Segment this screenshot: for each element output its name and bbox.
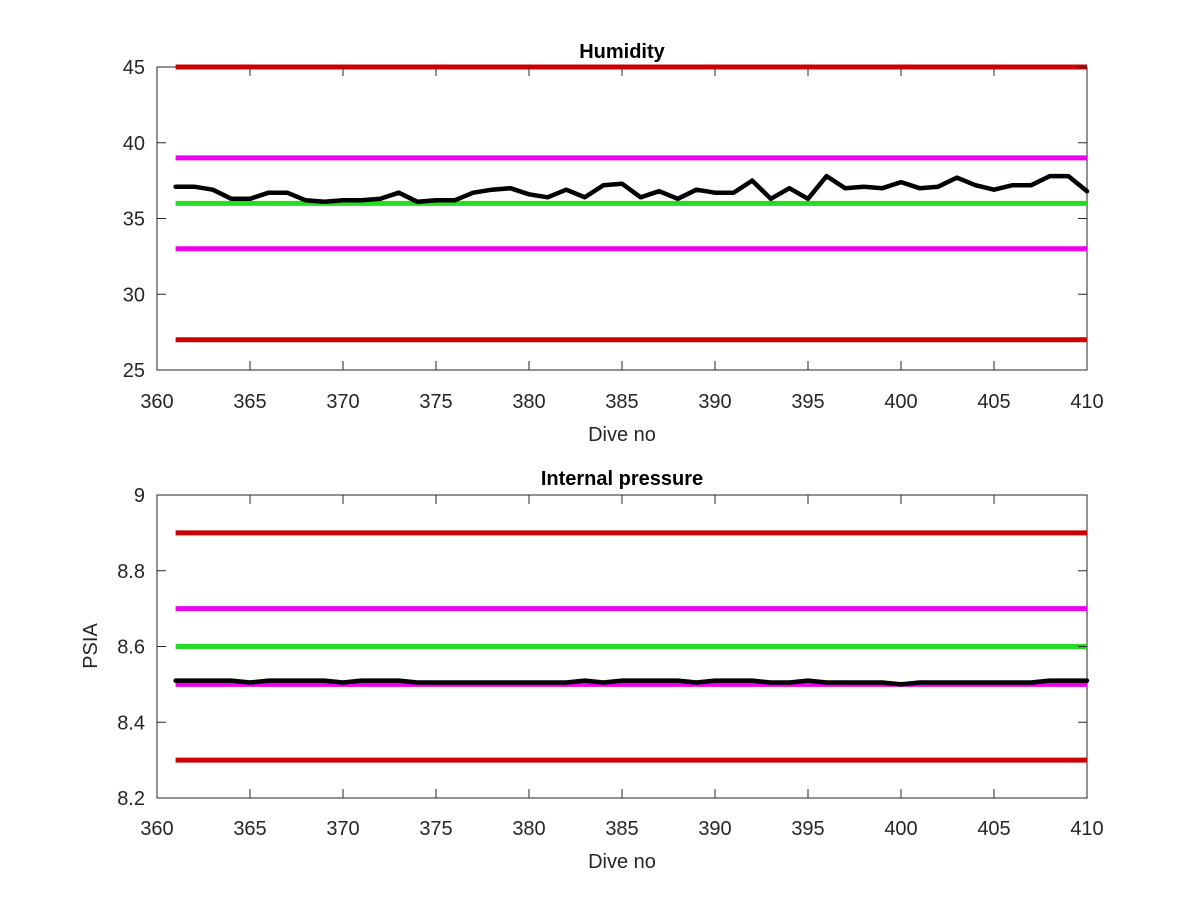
pressure-x-tick-label: 410: [1070, 818, 1103, 840]
humidity-x-axis-label: Dive no: [588, 424, 656, 446]
humidity-x-tick-label: 375: [419, 391, 452, 413]
pressure-x-tick-label: 370: [326, 818, 359, 840]
humidity-x-tick-label: 395: [791, 391, 824, 413]
pressure-x-tick-label: 390: [698, 818, 731, 840]
pressure-x-tick-label: 380: [512, 818, 545, 840]
humidity-series-line-0: [173, 173, 1090, 205]
pressure-x-tick-label: 395: [791, 818, 824, 840]
pressure-title: Internal pressure: [541, 468, 703, 490]
pressure-y-tick-label: 8.8: [117, 561, 145, 583]
pressure-x-tick-label: 375: [419, 818, 452, 840]
pressure-series-line-0: [173, 678, 1090, 687]
humidity-x-tick-label: 390: [698, 391, 731, 413]
pressure-y-tick-label: 8.4: [117, 712, 145, 734]
humidity-x-tick-label: 380: [512, 391, 545, 413]
humidity-y-tick-label: 30: [123, 284, 145, 306]
internal-pressure-plot: Internal pressure Dive no PSIA 360 365 370…: [80, 468, 1104, 873]
humidity-y-tick-label: 45: [123, 57, 145, 79]
pressure-y-tick-label: 8.2: [117, 788, 145, 810]
pressure-y-tick-label: 9: [134, 485, 145, 507]
humidity-y-tick-label: 35: [123, 209, 145, 231]
pressure-y-axis-label: PSIA: [80, 623, 102, 669]
humidity-x-tick-label: 405: [977, 391, 1010, 413]
humidity-y-tick-label: 40: [123, 133, 145, 155]
pressure-x-tick-label: 360: [140, 818, 173, 840]
humidity-x-tick-label: 370: [326, 391, 359, 413]
humidity-axes-frame: [156, 66, 1088, 371]
pressure-y-tick-label: 8.6: [117, 637, 145, 659]
pressure-x-axis-label: Dive no: [588, 851, 656, 873]
pressure-x-tick-label: 365: [233, 818, 266, 840]
pressure-x-tick-label: 385: [605, 818, 638, 840]
humidity-y-tick-label: 25: [123, 360, 145, 382]
humidity-plot: Humidity Dive no 360 365 370 375 380 385 390 39…: [123, 41, 1104, 446]
humidity-x-tick-label: 410: [1070, 391, 1103, 413]
humidity-marks: 360 365 370 375 380 385 390 395 400 405 410 25 30 35 4…: [123, 57, 1104, 413]
humidity-x-tick-label: 360: [140, 391, 173, 413]
humidity-x-tick-label: 400: [884, 391, 917, 413]
pressure-x-tick-label: 405: [977, 818, 1010, 840]
pressure-x-tick-label: 400: [884, 818, 917, 840]
humidity-x-tick-label: 385: [605, 391, 638, 413]
pressure-marks: 360 365 370 375 380 385 390 395 400 405 410 8.2 8.4 8…: [117, 485, 1104, 840]
humidity-title: Humidity: [579, 41, 665, 63]
humidity-x-tick-label: 365: [233, 391, 266, 413]
